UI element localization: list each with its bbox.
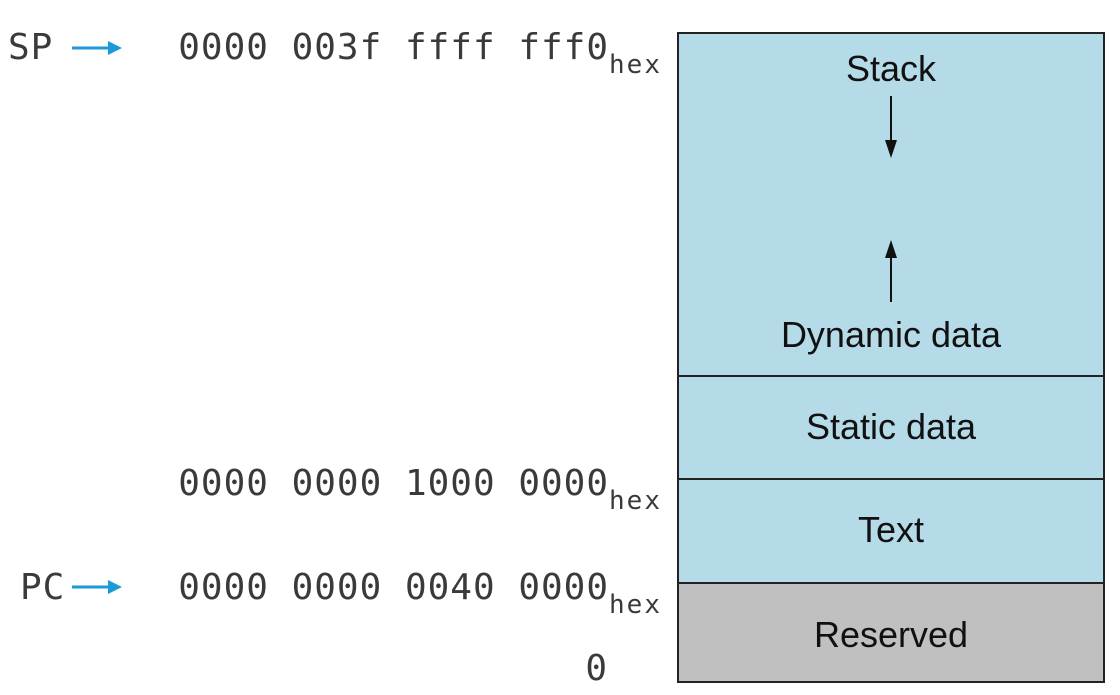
stack-top-address-suffix: hex [609,50,662,80]
stack-label: Stack [845,48,937,89]
reserved-label: Reserved [813,614,969,655]
static-start-address-value: 0000 0000 1000 0000 [178,463,610,504]
bottom-address: 0 [585,651,608,687]
stack-heap-segment: Stack Dynamic data [679,34,1103,375]
stack-grows-down-arrow-icon [885,96,897,158]
text-start-address-value: 0000 0000 0040 0000 [178,567,610,608]
sp-arrow-icon [72,41,122,55]
pc-label: PC [20,567,66,608]
stack-top-address: 0000 003f ffff fff0hex [178,27,662,80]
sp-label: SP [8,27,54,68]
static-data-label: Static data [805,406,977,447]
heap-grows-up-arrow-icon [885,240,897,302]
memory-map: Stack Dynamic data Static data Text Rese… [677,32,1105,683]
bottom-address-value: 0 [585,648,608,689]
text-start-address: 0000 0000 0040 0000hex [178,567,662,620]
static-start-address-suffix: hex [609,486,662,516]
pc-arrow-icon [72,580,122,594]
reserved-segment: Reserved [679,582,1103,681]
text-segment: Text [679,478,1103,582]
stack-top-address-value: 0000 003f ffff fff0 [178,27,610,68]
text-start-address-suffix: hex [609,590,662,620]
static-start-address: 0000 0000 1000 0000hex [178,463,662,516]
static-data-segment: Static data [679,375,1103,478]
dynamic-data-label: Dynamic data [780,314,1002,355]
text-label: Text [857,509,925,550]
